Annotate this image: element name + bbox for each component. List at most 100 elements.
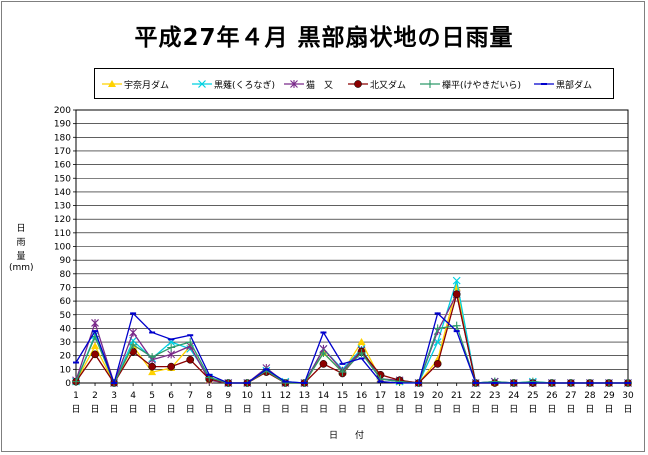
x-tick-suffix: 日 xyxy=(71,404,80,415)
x-tick-suffix: 日 xyxy=(129,404,138,415)
y-tick-label: 80 xyxy=(60,270,72,280)
x-tick-label: 20 xyxy=(432,391,444,401)
y-axis-label-char: 雨 xyxy=(16,238,26,248)
legend-label: 猫 又 xyxy=(306,81,334,91)
x-tick-suffix: 日 xyxy=(167,404,176,415)
data-point xyxy=(452,276,461,285)
x-tick-suffix: 日 xyxy=(395,404,404,415)
x-tick-label: 13 xyxy=(299,391,310,401)
y-tick-label: 110 xyxy=(54,229,71,239)
x-tick-suffix: 日 xyxy=(490,404,499,415)
data-point xyxy=(91,318,99,327)
data-point xyxy=(91,350,99,359)
data-point xyxy=(338,368,347,377)
data-point xyxy=(452,321,461,330)
data-point xyxy=(167,343,176,352)
x-tick-suffix: 日 xyxy=(414,404,423,415)
x-tick-suffix: 日 xyxy=(281,404,290,415)
x-tick-label: 15 xyxy=(337,391,348,401)
legend-label: 黒薙(くろなぎ) xyxy=(214,81,276,91)
y-tick-label: 30 xyxy=(60,338,72,348)
data-point xyxy=(72,377,80,386)
legend-marker xyxy=(198,80,206,88)
series-6 xyxy=(73,312,631,386)
y-tick-label: 200 xyxy=(54,106,71,116)
data-point xyxy=(528,377,537,386)
data-point xyxy=(148,368,157,376)
x-tick-label: 23 xyxy=(489,391,500,401)
x-tick-label: 7 xyxy=(187,391,193,401)
x-tick-suffix: 日 xyxy=(319,404,328,415)
x-tick-label: 16 xyxy=(356,391,368,401)
x-tick-label: 10 xyxy=(242,391,254,401)
legend-swatch xyxy=(348,80,368,88)
y-tick-label: 60 xyxy=(60,297,72,307)
y-tick-label: 40 xyxy=(60,324,72,334)
data-point xyxy=(129,340,138,349)
y-tick-label: 130 xyxy=(54,202,71,212)
data-point xyxy=(167,362,176,371)
data-point xyxy=(357,348,366,357)
y-tick-label: 20 xyxy=(60,352,72,362)
data-point xyxy=(319,360,328,368)
x-tick-suffix: 日 xyxy=(585,404,594,415)
x-tick-label: 22 xyxy=(470,391,481,401)
x-tick-suffix: 日 xyxy=(205,404,214,415)
data-point xyxy=(186,355,195,364)
y-tick-label: 70 xyxy=(60,283,72,293)
x-tick-suffix: 日 xyxy=(376,404,385,415)
data-point xyxy=(433,338,442,346)
x-tick-suffix: 日 xyxy=(547,404,556,415)
x-tick-label: 9 xyxy=(225,391,231,401)
x-tick-suffix: 日 xyxy=(566,404,575,415)
data-point xyxy=(167,350,176,359)
x-tick-label: 24 xyxy=(508,391,520,401)
x-tick-suffix: 日 xyxy=(224,404,233,415)
x-tick-label: 8 xyxy=(206,391,212,401)
legend-label: 宇奈月ダム xyxy=(124,81,170,91)
x-tick-suffix: 日 xyxy=(110,404,119,415)
x-tick-suffix: 日 xyxy=(91,404,100,415)
x-tick-label: 3 xyxy=(111,391,117,401)
x-tick-label: 4 xyxy=(130,391,136,401)
x-tick-label: 19 xyxy=(413,391,425,401)
legend-swatch xyxy=(102,80,122,87)
data-point xyxy=(91,342,100,350)
y-tick-label: 50 xyxy=(60,311,72,321)
legend-marker xyxy=(108,80,116,87)
x-tick-label: 11 xyxy=(261,391,272,401)
x-tick-label: 17 xyxy=(375,391,386,401)
data-point xyxy=(395,377,404,386)
legend-marker xyxy=(290,80,298,88)
x-tick-label: 18 xyxy=(394,391,406,401)
series-line xyxy=(75,312,628,386)
x-tick-label: 6 xyxy=(168,391,174,401)
x-tick-label: 5 xyxy=(149,391,155,401)
data-point xyxy=(319,348,328,357)
legend-label: 北又ダム xyxy=(370,81,407,91)
x-tick-label: 30 xyxy=(622,391,634,401)
y-tick-label: 150 xyxy=(54,174,71,184)
x-tick-label: 1 xyxy=(73,391,79,401)
data-point xyxy=(357,338,366,346)
legend: 宇奈月ダム 黒薙(くろなぎ) 猫 又 北又ダム 欅平(けやきだいら) 黒部ダム xyxy=(94,68,614,99)
y-axis-label: 日雨量 xyxy=(14,222,28,264)
legend-label: 欅平(けやきだいら) xyxy=(442,81,522,91)
y-tick-label: 190 xyxy=(54,120,71,130)
y-tick-label: 10 xyxy=(60,365,72,375)
y-tick-label: 100 xyxy=(54,243,71,253)
data-point xyxy=(281,379,290,387)
legend-swatch xyxy=(534,83,554,85)
x-tick-suffix: 日 xyxy=(452,404,461,415)
x-tick-suffix: 日 xyxy=(262,404,271,415)
x-tick-label: 29 xyxy=(603,391,615,401)
x-tick-suffix: 日 xyxy=(433,404,442,415)
legend-swatch xyxy=(284,80,304,88)
x-tick-suffix: 日 xyxy=(186,404,195,415)
x-tick-label: 27 xyxy=(565,391,576,401)
y-tick-label: 160 xyxy=(54,161,71,171)
x-tick-label: 14 xyxy=(318,391,330,401)
x-tick-suffix: 日 xyxy=(528,404,537,415)
x-tick-label: 26 xyxy=(546,391,558,401)
x-tick-suffix: 日 xyxy=(509,404,518,415)
